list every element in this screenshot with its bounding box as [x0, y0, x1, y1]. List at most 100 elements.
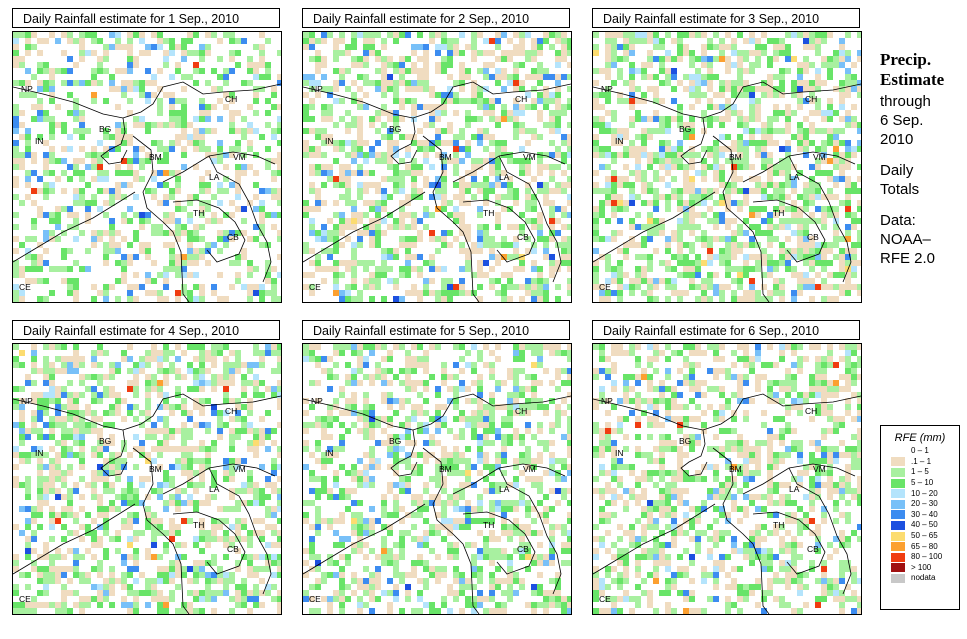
- rainfall-panel: Daily Rainfall estimate for 3 Sep., 2010…: [592, 8, 862, 303]
- panel-title: Daily Rainfall estimate for 4 Sep., 2010: [12, 320, 280, 340]
- legend-swatch: [891, 510, 905, 520]
- country-label: CE: [19, 594, 31, 604]
- country-label: CH: [515, 94, 527, 104]
- country-label: TH: [193, 208, 204, 218]
- rainfall-panel: Daily Rainfall estimate for 6 Sep., 2010…: [592, 320, 862, 615]
- through-text: through: [880, 93, 931, 110]
- rainfall-map-image: NP CH IN BG BM VM LA TH CB CE: [13, 344, 281, 614]
- legend-swatch: [891, 563, 905, 573]
- legend-label: nodata: [911, 573, 936, 583]
- legend-label: 0 – 1: [911, 446, 929, 456]
- legend-swatch: [891, 542, 905, 552]
- version-text: RFE 2.0: [880, 250, 936, 267]
- legend-swatch: [891, 531, 905, 541]
- country-label: CB: [517, 544, 529, 554]
- legend-item: 40 – 50: [881, 520, 959, 531]
- country-label: CB: [807, 544, 819, 554]
- legend-swatch: [891, 446, 905, 456]
- country-label: NP: [311, 396, 323, 406]
- legend-swatch: [891, 520, 905, 530]
- country-label: LA: [209, 172, 220, 182]
- legend-label: 5 – 10: [911, 478, 934, 488]
- rainfall-map: NP CH IN BG BM VM LA TH CB CE: [302, 31, 572, 303]
- legend-item: 0 – 1: [881, 446, 959, 457]
- country-label: IN: [615, 448, 624, 458]
- legend-label: 30 – 40: [911, 509, 938, 519]
- legend-item: 5 – 10: [881, 478, 959, 489]
- rainfall-panel: Daily Rainfall estimate for 5 Sep., 2010…: [302, 320, 572, 615]
- panel-title: Daily Rainfall estimate for 3 Sep., 2010: [592, 8, 860, 28]
- country-label: NP: [21, 396, 33, 406]
- rainfall-map-image: NP CH IN BG BM VM LA TH CB CE: [593, 32, 861, 302]
- country-label: NP: [601, 396, 613, 406]
- country-label: LA: [789, 484, 800, 494]
- country-label: CH: [225, 94, 237, 104]
- legend-item: nodata: [881, 573, 959, 584]
- legend-swatch: [891, 499, 905, 509]
- rainfall-map: NP CH IN BG BM VM LA TH CB CE: [592, 343, 862, 615]
- legend-label: 40 – 50: [911, 520, 938, 530]
- country-label: NP: [21, 84, 33, 94]
- country-label: LA: [499, 172, 510, 182]
- info-text: Precip. Estimate through 6 Sep. 2010 Dai…: [880, 50, 966, 268]
- country-label: BG: [679, 124, 691, 134]
- legend-label: > 100: [911, 562, 932, 572]
- heading-line1: Precip.: [880, 50, 932, 69]
- country-label: CH: [805, 94, 817, 104]
- legend-label: 1 – 5: [911, 467, 929, 477]
- legend-swatch: [891, 573, 905, 583]
- rainfall-map: NP CH IN BG BM VM LA TH CB CE: [12, 31, 282, 303]
- country-label: NP: [601, 84, 613, 94]
- country-label: BG: [99, 124, 111, 134]
- country-label: TH: [773, 520, 784, 530]
- legend-label: .1 – 1: [911, 456, 932, 466]
- legend-item: > 100: [881, 563, 959, 574]
- country-label: BG: [679, 436, 691, 446]
- year-text: 2010: [880, 131, 914, 148]
- country-label: IN: [35, 448, 44, 458]
- country-label: BG: [389, 124, 401, 134]
- country-label: LA: [789, 172, 800, 182]
- country-label: TH: [193, 520, 204, 530]
- country-label: VM: [523, 152, 536, 162]
- daily-text: Daily: [880, 162, 914, 179]
- country-label: CE: [309, 594, 321, 604]
- rainfall-map-image: NP CH IN BG BM VM LA TH CB CE: [13, 32, 281, 302]
- country-label: VM: [233, 152, 246, 162]
- legend-label: 10 – 20: [911, 488, 938, 498]
- legend-item: 80 – 100: [881, 552, 959, 563]
- country-label: BM: [439, 464, 452, 474]
- country-label: CE: [19, 282, 31, 292]
- country-label: BM: [149, 464, 162, 474]
- legend-swatch: [891, 478, 905, 488]
- country-label: LA: [209, 484, 220, 494]
- legend-label: 20 – 30: [911, 499, 938, 509]
- legend-swatch: [891, 489, 905, 499]
- country-label: IN: [35, 136, 44, 146]
- country-label: VM: [813, 464, 826, 474]
- country-label: CE: [599, 594, 611, 604]
- country-label: CB: [227, 232, 239, 242]
- country-label: LA: [499, 484, 510, 494]
- rainfall-map-image: NP CH IN BG BM VM LA TH CB CE: [593, 344, 861, 614]
- source-text: NOAA–: [880, 231, 931, 248]
- panel-title: Daily Rainfall estimate for 6 Sep., 2010: [592, 320, 860, 340]
- country-label: CB: [517, 232, 529, 242]
- country-label: VM: [233, 464, 246, 474]
- country-label: BM: [729, 152, 742, 162]
- rainfall-map: NP CH IN BG BM VM LA TH CB CE: [302, 343, 572, 615]
- country-label: IN: [615, 136, 624, 146]
- country-label: BG: [389, 436, 401, 446]
- legend-item: 50 – 65: [881, 531, 959, 542]
- country-label: CE: [599, 282, 611, 292]
- country-label: IN: [325, 136, 334, 146]
- rainfall-panel: Daily Rainfall estimate for 4 Sep., 2010…: [12, 320, 282, 615]
- country-label: NP: [311, 84, 323, 94]
- rainfall-map-image: NP CH IN BG BM VM LA TH CB CE: [303, 32, 571, 302]
- legend-swatch: [891, 457, 905, 467]
- country-label: CB: [227, 544, 239, 554]
- country-label: IN: [325, 448, 334, 458]
- panel-title: Daily Rainfall estimate for 2 Sep., 2010: [302, 8, 570, 28]
